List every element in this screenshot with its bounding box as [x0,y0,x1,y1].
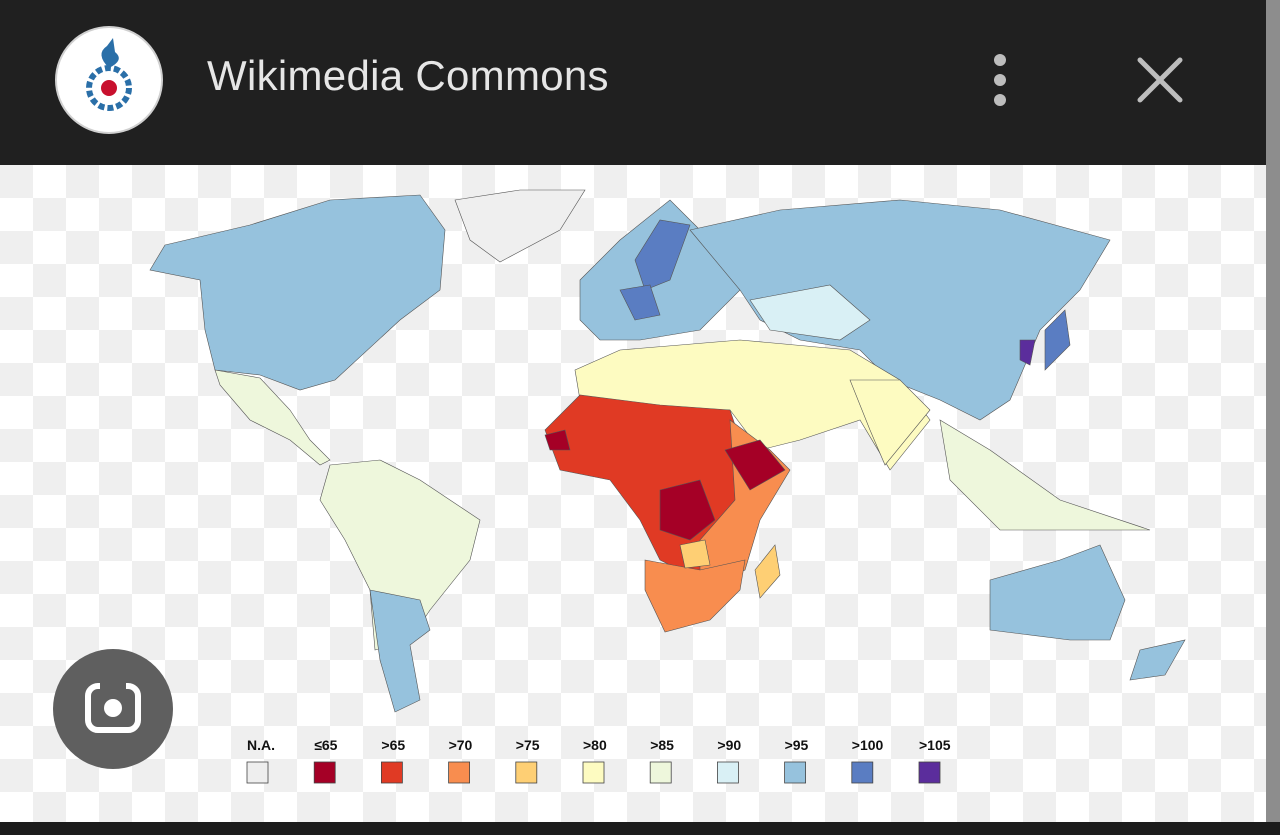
app-title: Wikimedia Commons [207,52,609,99]
legend-swatch [851,761,874,784]
legend-label: >85 [650,737,674,753]
legend-swatch [515,761,538,784]
legend-swatch [649,761,672,784]
bottom-bar [0,822,1280,835]
legend: N.A. ≤65 >65 >70 >75 >80 >85 >90 >95 >100 >105 [246,737,951,784]
lens-button[interactable] [53,649,173,769]
legend-label: >65 [381,737,405,753]
legend-swatch [582,761,605,784]
legend-swatch [380,761,403,784]
legend-swatch [448,761,471,784]
legend-swatch [717,761,739,784]
legend-label: N.A. [247,737,275,753]
legend-label: >80 [583,737,607,753]
app-logo[interactable] [55,26,163,134]
legend-label: ≤65 [314,737,337,753]
legend-swatch [918,761,941,784]
legend-label: >90 [717,737,741,753]
legend-label: >105 [919,737,951,753]
world-map [149,189,1186,713]
scroll-strip [1266,0,1280,835]
legend-swatch [246,761,269,784]
top-bar [0,0,1266,165]
legend-swatch [313,761,336,784]
legend-swatch [784,761,806,784]
more-options-button[interactable] [994,54,1006,106]
legend-label: >75 [516,737,540,753]
legend-label: >100 [852,737,884,753]
legend-label: >95 [785,737,809,753]
legend-label: >70 [449,737,473,753]
close-button[interactable] [1137,57,1183,103]
